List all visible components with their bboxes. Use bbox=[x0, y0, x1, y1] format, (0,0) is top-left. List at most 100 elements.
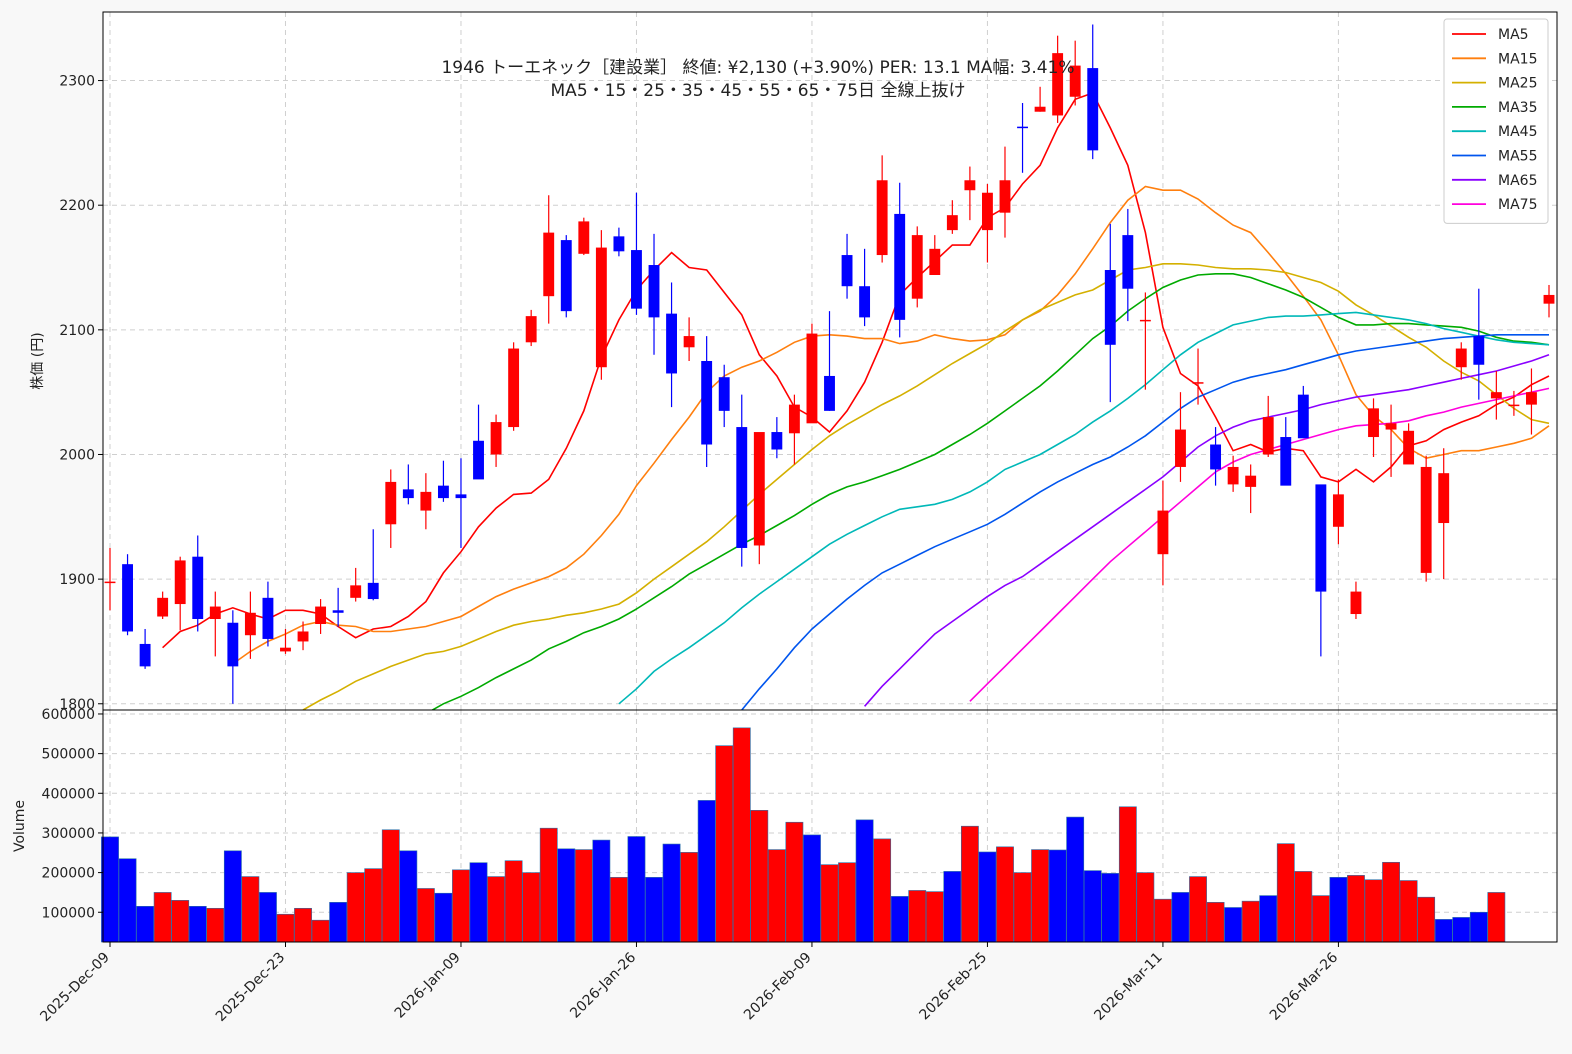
volume-bar bbox=[627, 836, 646, 943]
volume-bar bbox=[592, 839, 611, 943]
candle-body bbox=[1368, 408, 1379, 438]
volume-bar bbox=[1154, 898, 1172, 943]
candle-body bbox=[648, 265, 660, 318]
volume-bar bbox=[662, 843, 681, 943]
volume-tick-label: 500000 bbox=[42, 747, 95, 763]
candle-body bbox=[964, 180, 976, 191]
volume-bar bbox=[329, 902, 348, 943]
ma-line-ma35 bbox=[430, 272, 1550, 710]
volume-bar bbox=[1136, 872, 1155, 943]
candle-body bbox=[736, 427, 748, 548]
candle-body bbox=[1315, 484, 1327, 592]
legend: MA5 MA15 MA25 MA35 MA45 MA55 MA65 MA75 bbox=[1443, 18, 1549, 224]
chart-subtitle: MA5・15・25・35・45・55・65・75日 全線上抜け bbox=[551, 81, 966, 101]
candle-body bbox=[788, 404, 800, 434]
candle-body bbox=[350, 585, 362, 598]
candlesticks bbox=[104, 24, 1555, 704]
volume-bar bbox=[1311, 895, 1330, 943]
volume-bar bbox=[241, 876, 260, 943]
candle-body bbox=[420, 491, 432, 511]
volume-bar bbox=[1118, 806, 1137, 943]
ma-line-ma5 bbox=[162, 92, 1550, 649]
volume-bar bbox=[908, 890, 927, 943]
candle-body bbox=[613, 236, 625, 252]
price-axis-label: 株価 (円) bbox=[30, 332, 46, 389]
candle-body bbox=[543, 232, 555, 297]
candle-body bbox=[1508, 404, 1520, 407]
volume-bar bbox=[1382, 861, 1400, 943]
candle-body bbox=[1455, 348, 1467, 368]
volume-bar bbox=[294, 907, 312, 943]
volume-bar bbox=[1329, 877, 1348, 943]
candle-body bbox=[280, 647, 291, 652]
candle-body bbox=[1175, 429, 1186, 467]
volume-bar bbox=[890, 896, 909, 943]
candle-body bbox=[1262, 417, 1274, 455]
volume-bar bbox=[1083, 870, 1102, 943]
price-tick-label: 2200 bbox=[59, 198, 95, 214]
ma-line-ma45 bbox=[618, 311, 1550, 705]
volume-bar bbox=[1276, 843, 1295, 943]
volume-bar bbox=[1189, 876, 1207, 943]
volume-bar bbox=[522, 872, 541, 943]
candle-body bbox=[139, 643, 151, 667]
candle-body bbox=[1420, 466, 1432, 573]
volume-bar bbox=[381, 829, 400, 943]
candle-body bbox=[297, 631, 309, 642]
candle-body bbox=[578, 221, 590, 254]
volume-bar bbox=[697, 800, 716, 943]
candle-body bbox=[560, 240, 572, 312]
candle-body bbox=[1350, 591, 1362, 615]
ma-line-ma25 bbox=[302, 262, 1550, 710]
volume-tick-label: 200000 bbox=[42, 866, 95, 882]
volume-bar bbox=[574, 849, 593, 943]
moving-average-lines bbox=[162, 92, 1550, 710]
candle-body bbox=[841, 255, 853, 287]
candle-body bbox=[1332, 494, 1344, 527]
candle-body bbox=[1034, 106, 1046, 112]
price-tick-label: 2300 bbox=[59, 74, 95, 90]
candle-body bbox=[946, 215, 958, 231]
candle-body bbox=[683, 336, 695, 348]
volume-bar bbox=[171, 900, 190, 943]
legend-label-ma55: MA55 bbox=[1498, 149, 1537, 165]
volume-bar bbox=[469, 862, 488, 943]
volume-bar bbox=[223, 850, 242, 943]
volume-bar bbox=[1224, 907, 1243, 943]
price-tick-label: 1800 bbox=[59, 697, 95, 713]
candle-body bbox=[1104, 270, 1116, 345]
volume-bar bbox=[645, 877, 663, 943]
candle-body bbox=[1297, 394, 1309, 439]
price-tick-label: 1900 bbox=[59, 572, 95, 588]
volume-axis-label: Volume bbox=[12, 800, 28, 852]
candle-body bbox=[367, 582, 379, 600]
volume-bar bbox=[1013, 872, 1032, 943]
candle-body bbox=[227, 622, 239, 667]
candle-body bbox=[911, 235, 923, 299]
candle-body bbox=[1122, 235, 1134, 289]
volume-bar bbox=[259, 892, 277, 943]
volume-bar bbox=[960, 825, 979, 943]
price-tick-label: 2000 bbox=[59, 447, 95, 463]
volume-bar bbox=[1066, 816, 1085, 943]
candle-body bbox=[192, 556, 204, 620]
legend-label-ma35: MA35 bbox=[1498, 100, 1537, 116]
volume-bar bbox=[434, 892, 453, 943]
candle-body bbox=[104, 581, 116, 584]
volume-bar bbox=[820, 864, 839, 943]
candle-body bbox=[1210, 444, 1222, 470]
candle-body bbox=[525, 316, 537, 343]
volume-bar bbox=[996, 846, 1014, 943]
volume-bar bbox=[416, 888, 435, 943]
volume-bar bbox=[767, 849, 786, 943]
volume-bar bbox=[1101, 873, 1120, 943]
volume-bar bbox=[610, 877, 628, 943]
volume-bar bbox=[153, 892, 172, 943]
candle-body bbox=[1192, 382, 1204, 384]
candle-body bbox=[876, 180, 888, 256]
volume-bar bbox=[750, 810, 769, 943]
volume-bar bbox=[1294, 871, 1313, 943]
volume-bar bbox=[399, 850, 418, 943]
